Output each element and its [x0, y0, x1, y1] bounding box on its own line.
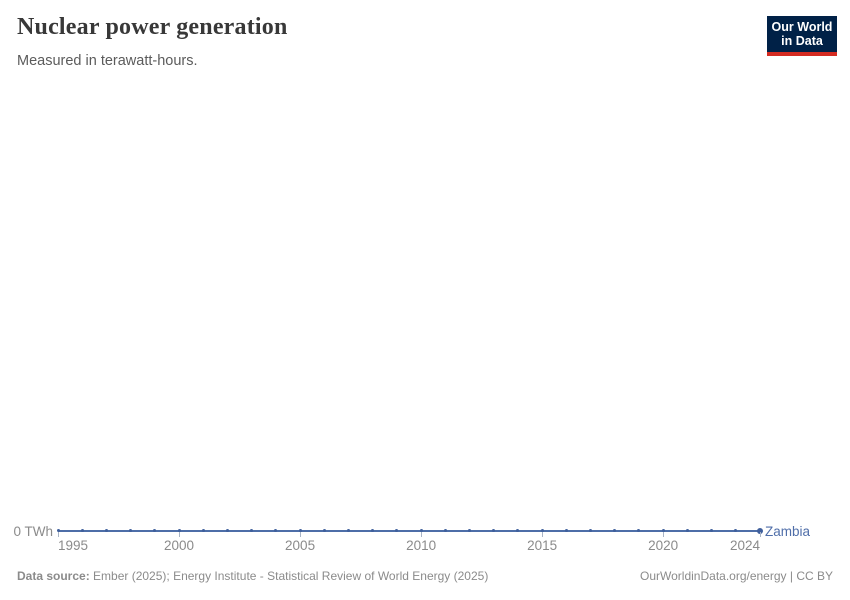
data-point-2018 [613, 529, 617, 532]
data-point-2003 [250, 529, 254, 532]
y-axis-zero-label: 0 TWh [13, 524, 53, 539]
x-axis-tick-label-1995: 1995 [58, 538, 89, 553]
x-axis-tick-1995 [58, 532, 59, 537]
data-point-1999 [153, 529, 157, 532]
data-point-2010 [419, 529, 423, 532]
x-axis-tick-2010 [421, 532, 423, 537]
data-point-2002 [225, 529, 229, 532]
data-source-note: Data source: Ember (2025); Energy Instit… [17, 569, 488, 583]
data-source-label: Data source: [17, 569, 90, 583]
data-point-2022 [710, 529, 714, 532]
data-point-2001 [201, 529, 205, 532]
x-axis-tick-2020 [663, 532, 665, 537]
data-point-2008 [371, 529, 375, 532]
data-point-2007 [346, 529, 350, 532]
series-line-zambia [58, 530, 760, 532]
data-point-2014 [516, 529, 520, 532]
x-axis-tick-label-2005: 2005 [285, 538, 316, 553]
footer-attribution: OurWorldinData.org/energy | CC BY [640, 569, 833, 583]
chart-footer: Data source: Ember (2025); Energy Instit… [17, 569, 833, 583]
x-axis-tick-label-2000: 2000 [164, 538, 195, 553]
owid-logo: Our World in Data [767, 16, 837, 56]
data-source-text: Ember (2025); Energy Institute - Statist… [89, 569, 489, 583]
x-axis-tick-2005 [300, 532, 302, 537]
data-point-2013 [492, 529, 496, 532]
data-point-1996 [80, 529, 84, 532]
data-point-1995 [56, 529, 60, 532]
x-axis-tick-2000 [179, 532, 181, 537]
data-point-2016 [564, 529, 568, 532]
data-point-2009 [395, 529, 399, 532]
x-axis-tick-label-2010: 2010 [406, 538, 437, 553]
chart-subtitle: Measured in terawatt-hours. [17, 53, 198, 69]
owid-logo-line2: in Data [781, 34, 823, 48]
series-entity-label: Zambia [765, 524, 811, 539]
data-point-2019 [637, 529, 641, 532]
data-point-2006 [322, 529, 326, 532]
page-title: Nuclear power generation [17, 14, 288, 40]
data-point-1998 [129, 529, 133, 532]
data-point-2021 [685, 529, 689, 532]
x-axis-tick-label-2020: 2020 [648, 538, 679, 553]
data-point-2015 [540, 529, 544, 532]
data-point-2023 [734, 529, 738, 532]
data-point-2000 [177, 529, 181, 532]
data-point-2024 [757, 528, 763, 534]
data-point-2012 [468, 529, 472, 532]
data-point-2004 [274, 529, 278, 532]
data-point-2011 [443, 529, 447, 532]
x-axis-tick-label-2024: 2024 [729, 538, 760, 553]
x-axis-tick-2015 [542, 532, 544, 537]
x-axis-tick-label-2015: 2015 [527, 538, 558, 553]
data-point-2005 [298, 529, 302, 532]
owid-logo-line1: Our World [771, 20, 833, 34]
data-point-1997 [104, 529, 108, 532]
data-point-2020 [661, 529, 665, 532]
data-point-2017 [589, 529, 593, 532]
x-axis-tick-2024 [760, 532, 761, 537]
